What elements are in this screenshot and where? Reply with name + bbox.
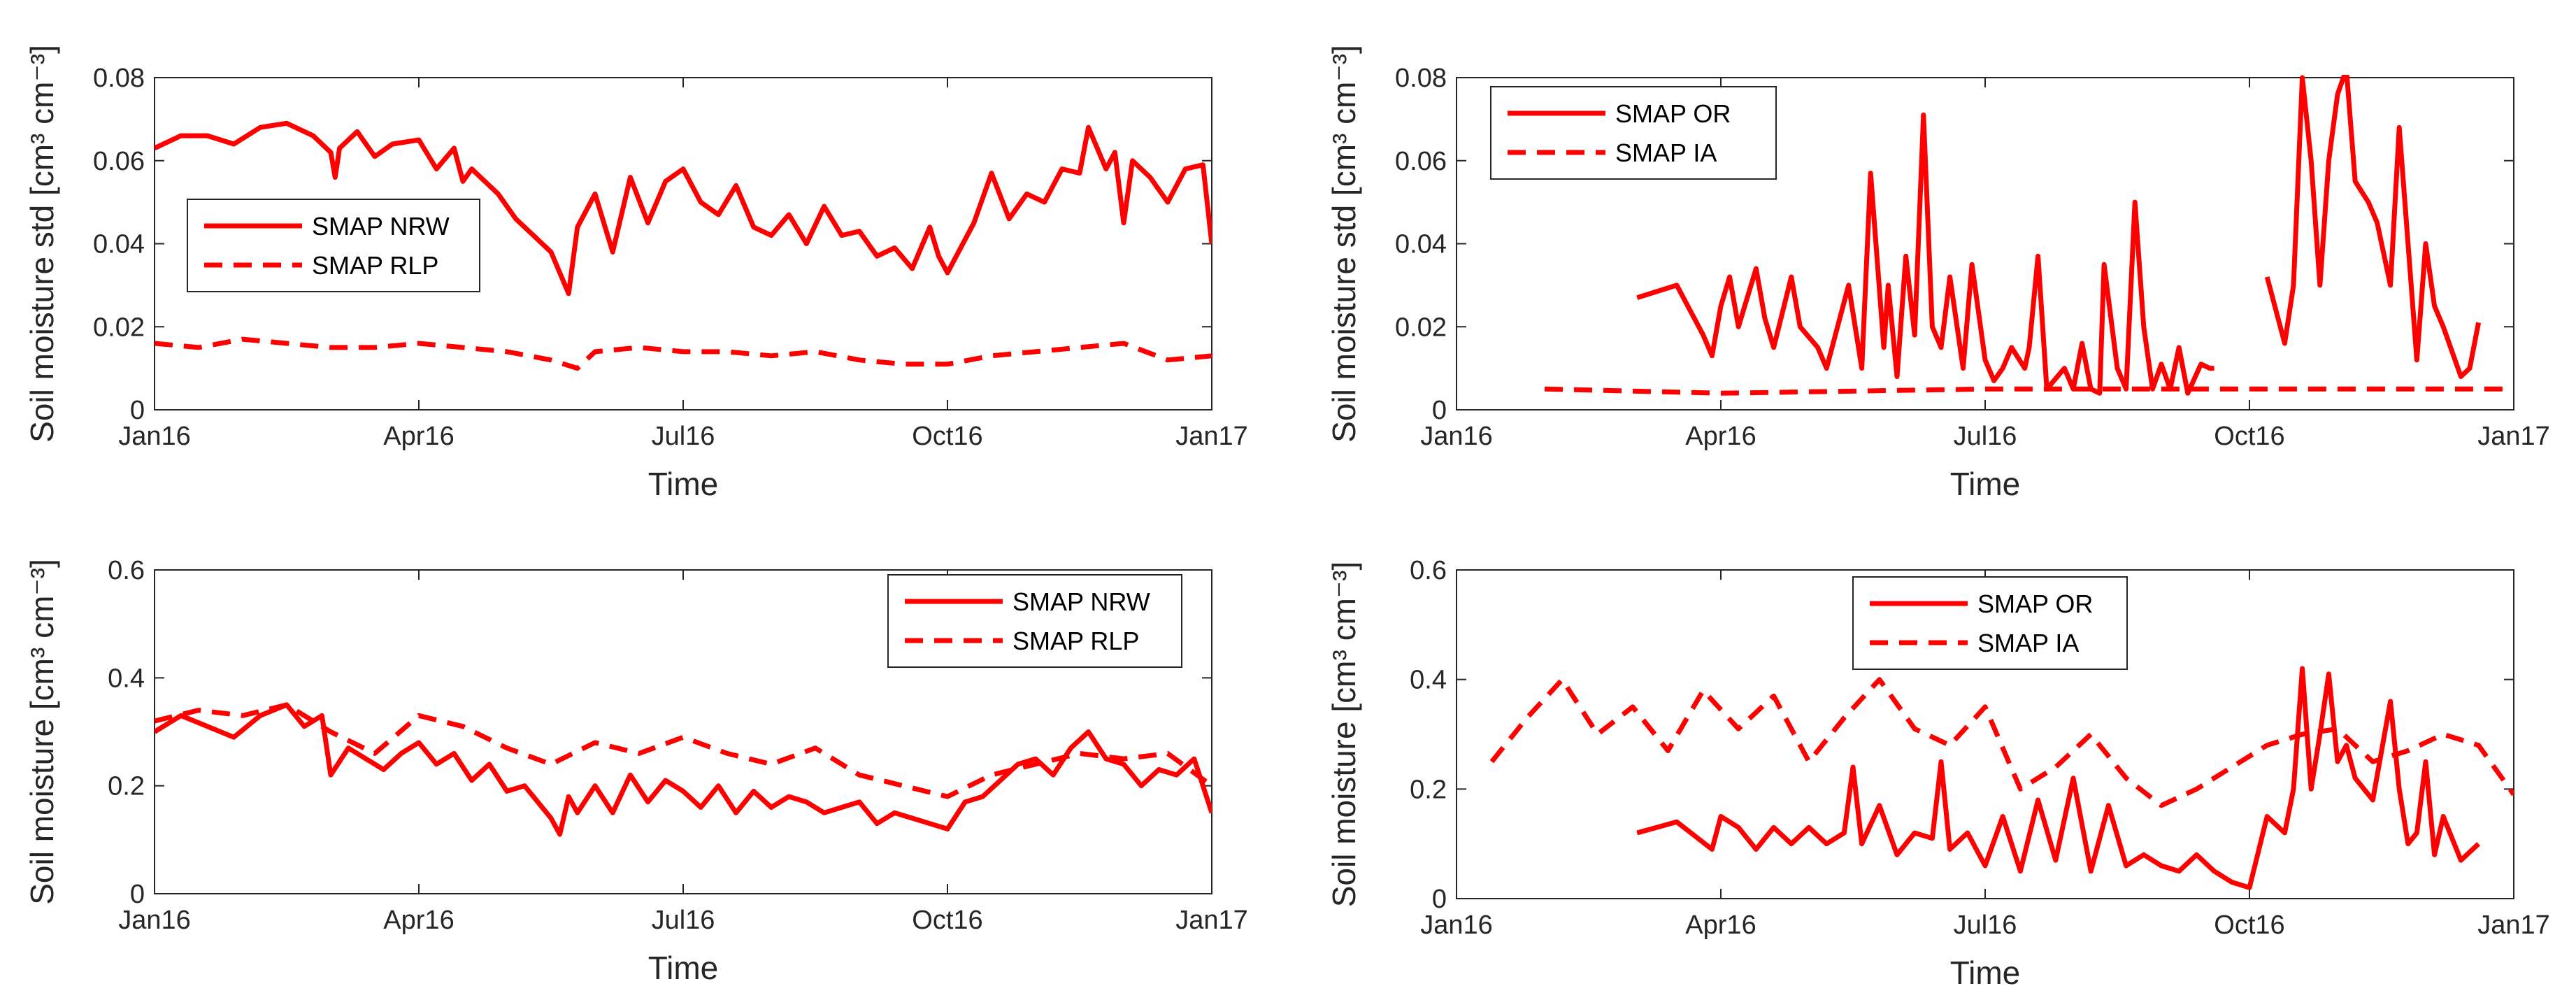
y-axis-label: Soil moisture std [cm³ cm⁻³]: [24, 45, 60, 443]
y-tick-label: 0.6: [108, 556, 145, 585]
legend: SMAP NRW SMAP RLP: [887, 574, 1182, 668]
y-tick-label: 0.04: [1395, 230, 1447, 259]
x-tick-label: Apr16: [383, 422, 454, 451]
x-tick-label: Jan17: [2477, 422, 2550, 451]
y-tick-label: 0.02: [1395, 313, 1447, 342]
series-line-smap-or: [1636, 666, 2480, 890]
y-tick-label: 0.2: [1410, 775, 1447, 804]
legend-label: SMAP OR: [1977, 590, 2093, 618]
y-tick-label: 0.04: [93, 230, 145, 259]
x-tick-label: Jan16: [1420, 422, 1493, 451]
legend-label: SMAP NRW: [1012, 587, 1150, 616]
y-tick-label: 0.6: [1410, 556, 1447, 585]
y-tick-label: 0.4: [1410, 666, 1447, 695]
chart-panel-2: Jan16 Apr16 Jul16 Oct16 Jan17 0 0.02 0.04 0.06 0.…: [1326, 45, 2550, 502]
legend-box: [1852, 576, 2128, 670]
y-tick-label: 0: [1432, 396, 1447, 425]
x-tick-label: Apr16: [1685, 422, 1756, 451]
x-tick-label: Jan17: [1175, 906, 1248, 935]
y-tick-label: 0.2: [108, 772, 145, 801]
y-tick-label: 0.08: [1395, 64, 1447, 93]
legend-box: [187, 199, 480, 292]
y-tick-label: 0.06: [93, 147, 145, 176]
x-tick-label: Jan16: [118, 906, 191, 935]
x-axis-label: Time: [1950, 955, 2021, 991]
legend-box: [1490, 86, 1777, 180]
chart-panel-3: Jan16 Apr16 Jul16 Oct16 Jan17 0 0.2 0.4 0.6 Time S…: [24, 556, 1248, 986]
x-tick-label: Oct16: [2214, 422, 2284, 451]
y-tick-label: 0: [1432, 885, 1447, 914]
series-line-smap-or: [1636, 112, 2214, 396]
chart-panel-1: Jan16 Apr16 Jul16 Oct16 Jan17 0 0.02 0.04 0.06 0.…: [24, 45, 1248, 502]
series-line-smap-ia-dashed: [1489, 677, 2514, 808]
legend-box: [887, 574, 1182, 668]
x-axis-label: Time: [648, 466, 719, 502]
y-axis-label: Soil moisture [cm³ cm⁻³]: [1326, 562, 1362, 908]
legend-label: SMAP OR: [1615, 99, 1731, 128]
x-tick-label: Jul16: [1954, 910, 2017, 940]
series-line-smap-ia-dashed: [1544, 386, 2514, 396]
legend-label: SMAP RLP: [1012, 627, 1139, 655]
x-tick-label: Apr16: [1685, 910, 1756, 940]
legend-label: SMAP IA: [1977, 629, 2079, 657]
legend-label: SMAP RLP: [312, 251, 438, 280]
y-axis-label: Soil moisture std [cm³ cm⁻³]: [1326, 45, 1362, 443]
legend-label: SMAP NRW: [312, 212, 450, 241]
y-tick-label: 0.02: [93, 313, 145, 342]
x-tick-label: Oct16: [912, 906, 982, 935]
legend: SMAP NRW SMAP RLP: [187, 199, 480, 292]
x-axis-label: Time: [648, 950, 719, 986]
x-tick-label: Jan16: [1420, 910, 1493, 940]
legend: SMAP OR SMAP IA: [1490, 86, 1777, 180]
x-tick-label: Jul16: [1954, 422, 2017, 451]
x-tick-label: Apr16: [383, 906, 454, 935]
chart-panel-4: Jan16 Apr16 Jul16 Oct16 Jan17 0 0.2 0.4 0.6 Time S…: [1326, 556, 2550, 991]
x-tick-label: Oct16: [2214, 910, 2284, 940]
legend-label: SMAP IA: [1615, 138, 1717, 167]
y-tick-label: 0: [130, 396, 145, 425]
series-line-smap-rlp-dashed: [155, 702, 1212, 799]
y-axis-label: Soil moisture [cm³ cm⁻³]: [24, 559, 60, 905]
series-line-smap-rlp-dashed: [155, 336, 1212, 371]
x-axis-label: Time: [1950, 466, 2021, 502]
x-tick-label: Oct16: [912, 422, 982, 451]
series-line-smap-or: [2264, 75, 2482, 379]
y-tick-label: 0: [130, 880, 145, 909]
series-line-smap-nrw: [155, 120, 1212, 297]
x-tick-label: Jul16: [652, 422, 715, 451]
legend: SMAP OR SMAP IA: [1852, 576, 2128, 670]
x-tick-label: Jan17: [2477, 910, 2550, 940]
x-tick-label: Jul16: [652, 906, 715, 935]
y-tick-label: 0.4: [108, 664, 145, 693]
x-tick-label: Jan17: [1175, 422, 1248, 451]
x-tick-label: Jan16: [118, 422, 191, 451]
y-tick-label: 0.08: [93, 64, 145, 93]
y-tick-label: 0.06: [1395, 147, 1447, 176]
series-line-smap-nrw: [155, 702, 1212, 837]
